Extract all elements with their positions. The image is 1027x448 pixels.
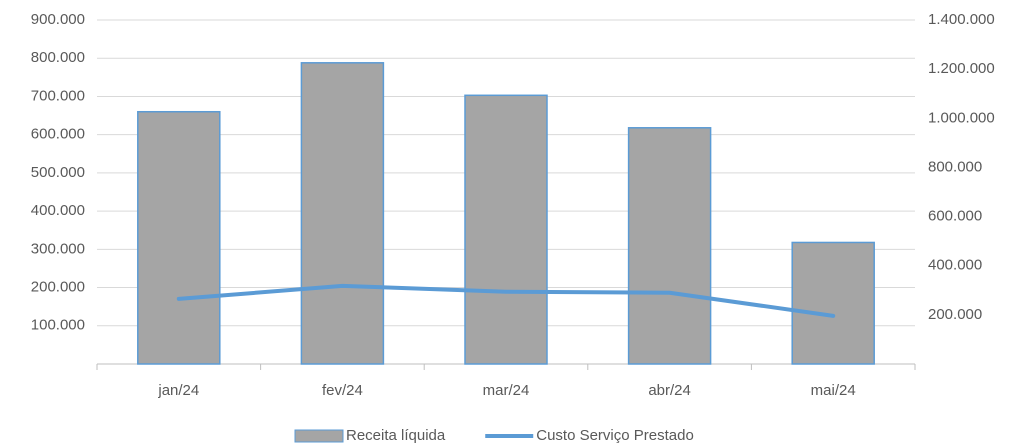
x-tick-label: abr/24 (648, 382, 691, 399)
y-tick-label: 900.000 (31, 11, 85, 28)
y2-tick-label: 200.000 (928, 306, 982, 323)
x-tick-label: fev/24 (322, 382, 363, 399)
y2-tick-label: 1.000.000 (928, 109, 995, 126)
y2-tick-label: 800.000 (928, 158, 982, 175)
bar (137, 110, 221, 365)
bar (627, 127, 712, 365)
legend-swatch (294, 429, 344, 443)
y-tick-label: 500.000 (31, 164, 85, 181)
y2-tick-label: 1.400.000 (928, 11, 995, 28)
y-tick-label: 200.000 (31, 279, 85, 296)
x-tick-label: jan/24 (157, 382, 199, 399)
y2-tick-label: 1.200.000 (928, 60, 995, 77)
legend-label: Receita líquida (346, 427, 446, 444)
bar (791, 241, 875, 365)
legend-label: Custo Serviço Prestado (536, 427, 694, 444)
y-tick-label: 400.000 (31, 202, 85, 219)
y2-tick-label: 400.000 (928, 257, 982, 274)
y-tick-label: 600.000 (31, 126, 85, 143)
bar (464, 94, 548, 365)
y-tick-label: 300.000 (31, 240, 85, 257)
y-tick-label: 100.000 (31, 317, 85, 334)
bar (300, 62, 385, 365)
line (176, 283, 836, 318)
y2-tick-label: 600.000 (928, 208, 982, 225)
x-tick-label: mar/24 (483, 382, 530, 399)
x-tick-label: mai/24 (811, 382, 856, 399)
y-tick-label: 800.000 (31, 49, 85, 66)
y-tick-label: 700.000 (31, 87, 85, 104)
